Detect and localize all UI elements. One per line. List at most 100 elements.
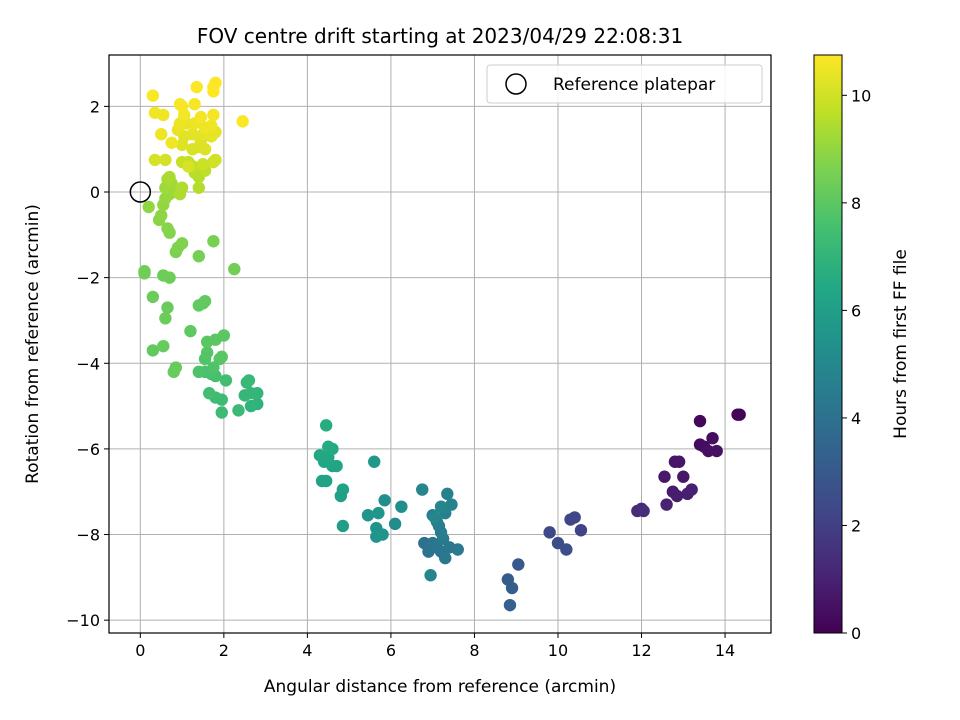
data-point — [677, 470, 690, 483]
data-point — [441, 487, 454, 501]
data-point — [551, 536, 565, 550]
data-point — [188, 98, 201, 111]
data-point — [198, 294, 212, 308]
y-tick-label: −8 — [76, 526, 100, 545]
plot-frame — [108, 54, 772, 634]
data-point — [200, 346, 214, 359]
colorbar-tick-label: 6 — [851, 301, 861, 320]
data-point — [163, 170, 176, 184]
data-point — [159, 312, 172, 325]
data-point — [155, 209, 168, 222]
data-point — [146, 89, 160, 102]
data-point — [434, 526, 448, 539]
x-tick-label: 8 — [469, 641, 479, 660]
data-point — [138, 267, 151, 280]
data-point — [159, 153, 172, 167]
data-point — [146, 290, 160, 304]
data-point — [370, 530, 383, 543]
colorbar-tick-label: 2 — [851, 516, 861, 535]
x-tick-label: 6 — [386, 641, 396, 660]
data-point — [192, 250, 205, 263]
data-point — [217, 329, 231, 342]
data-point — [192, 365, 205, 379]
data-point — [182, 160, 195, 173]
data-point — [209, 153, 222, 167]
data-point — [236, 115, 249, 128]
data-point — [142, 200, 155, 214]
data-point — [157, 269, 170, 282]
data-point — [207, 361, 220, 374]
data-point — [175, 181, 189, 194]
x-tick-label: 4 — [302, 641, 312, 660]
data-point — [207, 235, 220, 248]
data-point — [196, 157, 210, 171]
data-point — [733, 408, 746, 421]
data-point — [637, 504, 650, 518]
colorbar: 0 2 4 6 8 10 Hours from first FF file — [813, 54, 911, 643]
legend-entry-reference-platepar: Reference platepar — [553, 75, 715, 95]
data-point — [451, 543, 464, 556]
y-tick-label: −10 — [66, 611, 100, 630]
reference-platepar-marker — [129, 181, 152, 203]
data-point — [228, 262, 241, 276]
data-point — [146, 344, 160, 357]
data-point — [192, 181, 205, 194]
data-point — [543, 526, 556, 539]
colorbar-label: Hours from first FF file — [891, 249, 911, 439]
data-point — [336, 519, 350, 533]
data-point — [378, 494, 391, 507]
data-point — [157, 108, 170, 122]
data-point — [428, 511, 441, 524]
data-point — [219, 374, 233, 387]
x-tick-label: 12 — [631, 641, 651, 660]
chart-title: FOV centre drift starting at 2023/04/29 … — [197, 24, 683, 48]
data-point — [439, 551, 452, 565]
data-point — [388, 517, 402, 531]
x-axis-label: Angular distance from reference (arcmin) — [264, 677, 616, 697]
data-point — [574, 524, 588, 537]
data-point — [685, 483, 698, 496]
data-point — [161, 222, 174, 235]
x-tick-label: 2 — [219, 641, 229, 660]
data-point — [167, 365, 180, 379]
data-point — [313, 449, 327, 462]
data-point — [505, 581, 519, 595]
data-point — [175, 237, 189, 250]
y-tick-label: −2 — [76, 269, 100, 288]
data-point — [395, 500, 408, 513]
y-tick-label: 0 — [90, 183, 100, 202]
data-point — [560, 543, 573, 556]
y-axis-ticks: −10 −8 −6 −4 −2 0 2 — [66, 97, 109, 630]
reference-marker-layer — [129, 181, 152, 203]
data-point — [424, 569, 437, 582]
colorbar-ticks: 0 2 4 6 8 10 — [842, 86, 871, 643]
colorbar-tick-label: 4 — [851, 409, 861, 428]
data-point — [207, 108, 220, 122]
data-point — [368, 455, 381, 468]
x-tick-label: 10 — [548, 641, 568, 660]
data-point — [660, 498, 673, 511]
colorbar-tick-label: 10 — [851, 86, 871, 105]
data-point — [175, 100, 189, 113]
colorbar-tick-label: 0 — [851, 624, 861, 643]
data-point — [361, 509, 375, 522]
data-point — [148, 153, 162, 167]
data-points — [138, 76, 746, 612]
data-point — [215, 406, 228, 419]
data-point — [215, 350, 228, 364]
data-point — [658, 470, 671, 483]
data-point — [672, 455, 686, 468]
x-axis-ticks: 0 2 4 6 8 10 12 14 — [135, 633, 735, 660]
x-tick-label: 0 — [135, 641, 145, 660]
data-point — [155, 128, 168, 141]
data-point — [203, 387, 216, 400]
x-tick-label: 14 — [715, 641, 735, 660]
data-point — [194, 110, 208, 124]
y-tick-label: 2 — [90, 97, 100, 116]
data-point — [710, 444, 723, 458]
data-point — [670, 489, 684, 503]
data-point — [184, 324, 197, 338]
data-point — [693, 414, 707, 428]
data-point — [315, 474, 329, 488]
legend: Reference platepar — [486, 64, 763, 104]
